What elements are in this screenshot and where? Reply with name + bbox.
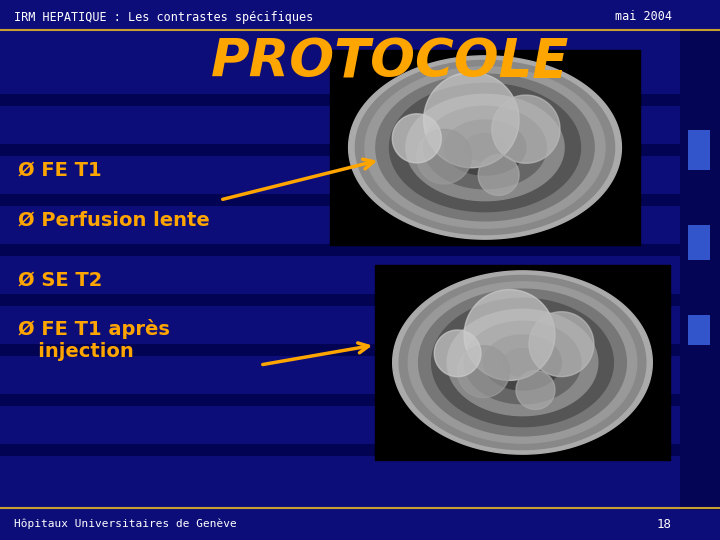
Bar bbox=[0, 244, 680, 256]
Polygon shape bbox=[464, 321, 581, 404]
Text: Ø FE T1: Ø FE T1 bbox=[18, 160, 102, 179]
Polygon shape bbox=[356, 60, 615, 234]
Text: IRM HEPATIQUE : Les contrastes spécifiques: IRM HEPATIQUE : Les contrastes spécifiqu… bbox=[14, 10, 313, 24]
Polygon shape bbox=[399, 275, 646, 450]
Polygon shape bbox=[492, 95, 560, 163]
Text: PROTOCOLE: PROTOCOLE bbox=[211, 36, 569, 88]
Polygon shape bbox=[348, 56, 621, 239]
Polygon shape bbox=[464, 289, 555, 380]
Bar bbox=[375, 265, 670, 460]
Bar bbox=[688, 315, 710, 345]
Bar bbox=[0, 294, 680, 306]
Bar bbox=[680, 30, 720, 510]
Bar bbox=[0, 344, 680, 356]
Text: Ø FE T1 après
   injection: Ø FE T1 après injection bbox=[18, 319, 170, 361]
Bar bbox=[0, 394, 680, 406]
Polygon shape bbox=[392, 271, 652, 454]
Text: Ø Perfusion lente: Ø Perfusion lente bbox=[18, 211, 210, 229]
Text: mai 2004: mai 2004 bbox=[615, 10, 672, 24]
Polygon shape bbox=[432, 298, 613, 427]
Polygon shape bbox=[376, 74, 594, 221]
Polygon shape bbox=[444, 120, 526, 175]
Polygon shape bbox=[418, 289, 626, 436]
Text: Hôpitaux Universitaires de Genève: Hôpitaux Universitaires de Genève bbox=[14, 519, 237, 529]
Polygon shape bbox=[423, 106, 546, 189]
Polygon shape bbox=[365, 67, 605, 228]
Polygon shape bbox=[478, 154, 519, 195]
Polygon shape bbox=[390, 83, 580, 212]
Polygon shape bbox=[417, 130, 472, 184]
Bar bbox=[0, 194, 680, 206]
Polygon shape bbox=[516, 370, 555, 409]
Polygon shape bbox=[464, 134, 505, 161]
Bar bbox=[688, 225, 710, 260]
Polygon shape bbox=[392, 114, 441, 163]
Polygon shape bbox=[484, 335, 562, 390]
Polygon shape bbox=[529, 312, 594, 376]
Bar bbox=[0, 444, 680, 456]
Polygon shape bbox=[447, 309, 598, 416]
Bar bbox=[0, 94, 680, 106]
Polygon shape bbox=[406, 94, 564, 201]
Text: 18: 18 bbox=[657, 517, 672, 530]
Text: Ø SE T2: Ø SE T2 bbox=[18, 271, 102, 289]
Polygon shape bbox=[434, 330, 481, 377]
Polygon shape bbox=[503, 349, 542, 376]
Bar bbox=[0, 144, 680, 156]
Polygon shape bbox=[458, 346, 510, 397]
Polygon shape bbox=[408, 282, 636, 443]
Bar bbox=[330, 50, 640, 245]
Polygon shape bbox=[423, 72, 519, 168]
Bar bbox=[688, 130, 710, 170]
